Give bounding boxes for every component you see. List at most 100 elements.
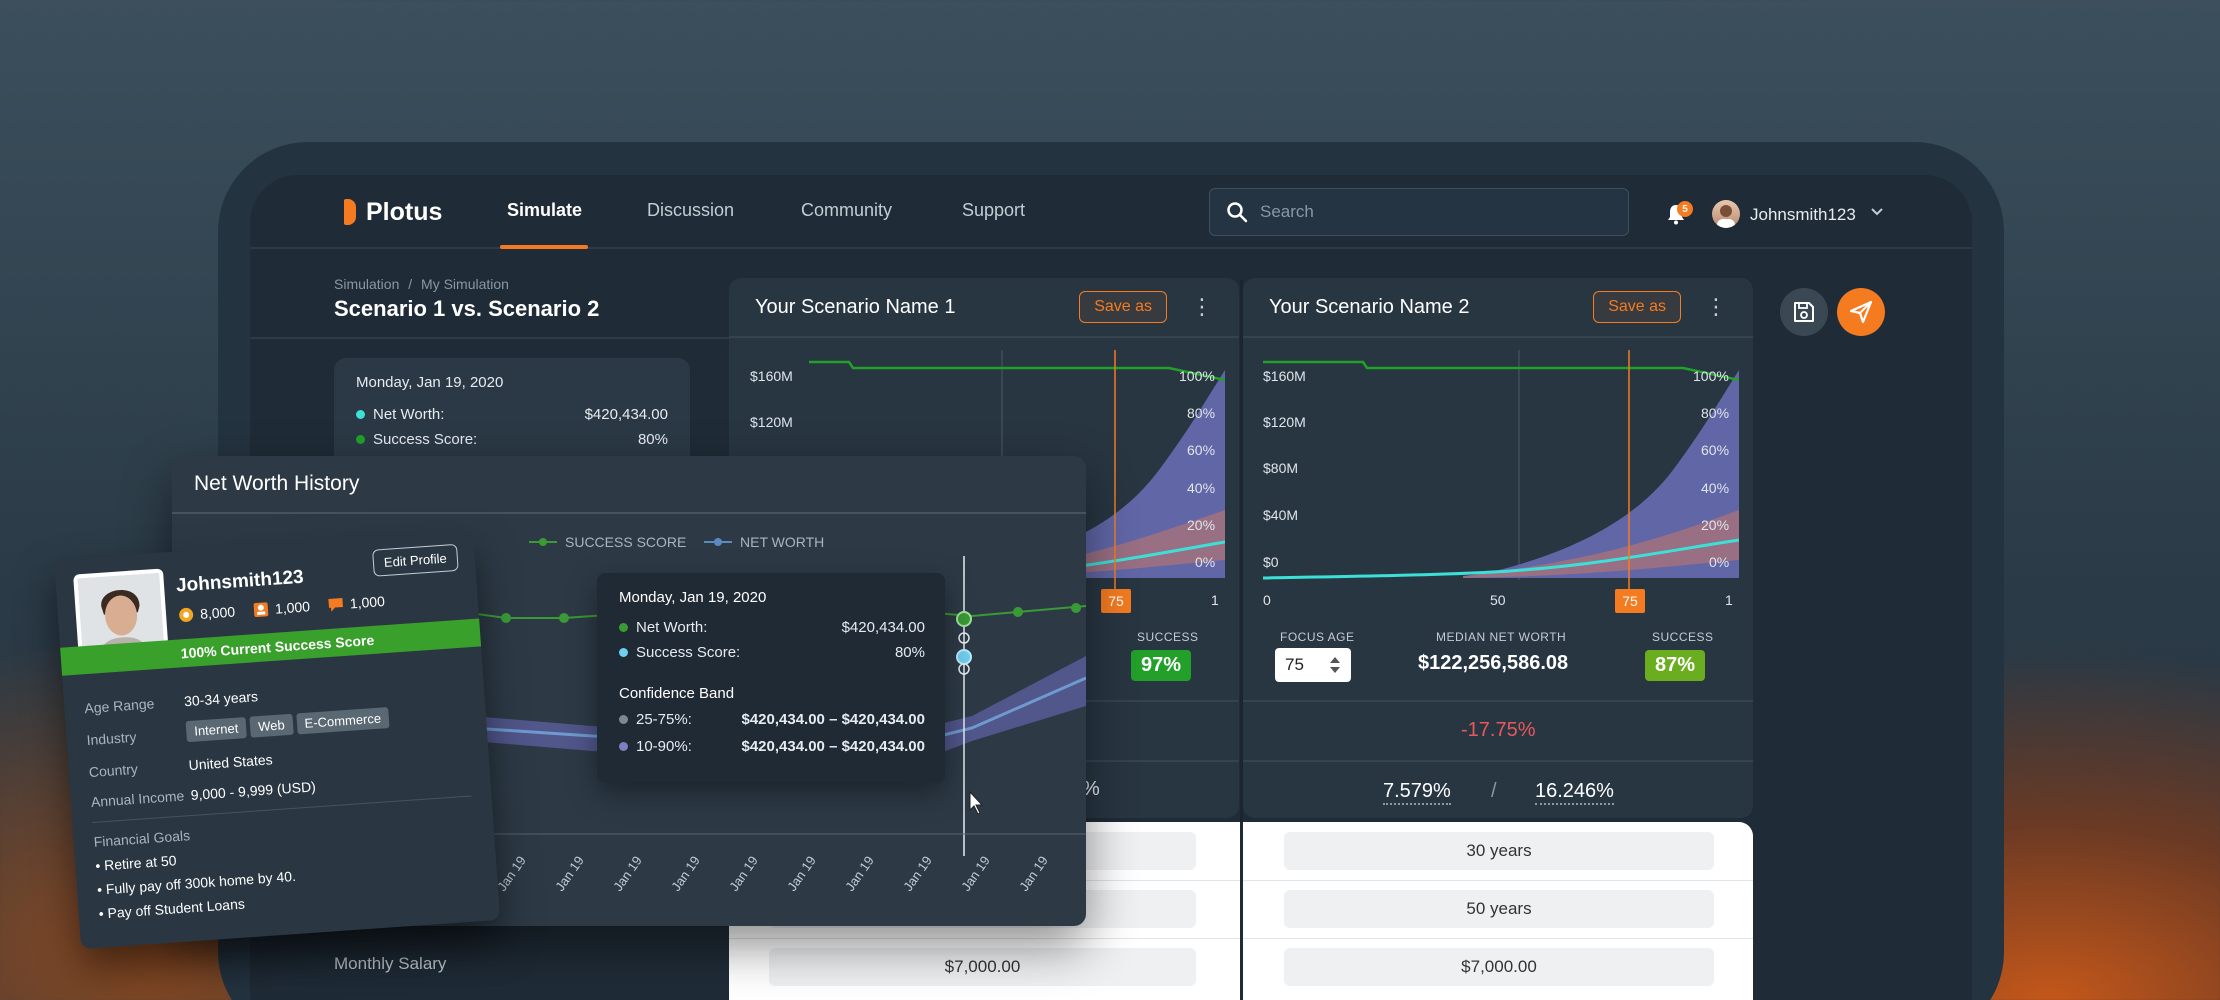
net-worth-line [1263, 538, 1739, 580]
data-point[interactable] [1071, 603, 1081, 613]
nav-discussion[interactable]: Discussion [647, 200, 735, 220]
nav-active-indicator [500, 245, 588, 249]
hover-point-net-worth[interactable] [956, 649, 972, 665]
scenario-2-save-as-button[interactable]: Save as [1593, 291, 1681, 323]
x-tick-label: Jan 19 [958, 853, 993, 894]
goal-item: • Fully pay off 300k home by 40. [96, 867, 297, 898]
scenario-2-cell[interactable]: 50 years [1284, 890, 1714, 928]
industry-tag[interactable]: Internet [185, 717, 247, 743]
tooltip-band-25-75: 25-75%: $420,434.00 – $420,434.00 [619, 711, 925, 728]
tooltip-label: 10-90%: [636, 738, 692, 755]
breadcrumb-root[interactable]: Simulation [334, 276, 400, 292]
scenario-2-cell[interactable]: 30 years [1284, 832, 1714, 870]
divider [172, 512, 1086, 514]
tooltip-band-10-90: 10-90%: $420,434.00 – $420,434.00 [619, 738, 925, 755]
scenario-1-title: Your Scenario Name 1 [755, 295, 956, 318]
industry-label: Industry [86, 728, 137, 749]
x-tick-label: Jan 19 [900, 853, 935, 894]
scenario-divider [1240, 280, 1243, 1000]
kebab-menu-icon[interactable]: ⋮ [1191, 294, 1213, 319]
data-point[interactable] [559, 613, 569, 623]
nav-community[interactable]: Community [801, 200, 893, 220]
scenario-2-chart [1263, 350, 1739, 590]
nav-support[interactable]: Support [962, 200, 1026, 220]
hover-point-success[interactable] [956, 611, 972, 627]
hover-point[interactable] [958, 632, 970, 644]
hover-point[interactable] [958, 663, 970, 675]
edit-profile-button[interactable]: Edit Profile [372, 543, 459, 577]
goal-item: • Retire at 50 [94, 852, 177, 874]
legend-success-score[interactable]: SUCCESS SCORE [529, 534, 686, 550]
page-title: Scenario 1 vs. Scenario 2 [334, 296, 600, 321]
kebab-menu-icon[interactable]: ⋮ [1705, 294, 1727, 319]
scenario-1-cell[interactable]: $7,000.00 [769, 948, 1196, 986]
tooltip-label: Success Score: [636, 644, 741, 661]
stat-comments: 1,000 [349, 593, 386, 612]
chevron-down-icon[interactable] [1870, 204, 1884, 220]
user-badge-icon [253, 602, 269, 618]
success-label: SUCCESS [1137, 630, 1199, 644]
x-axis-label: 0 [1263, 592, 1271, 608]
legend-net-worth[interactable]: NET WORTH [704, 534, 824, 550]
floppy-disk-icon [1794, 302, 1814, 322]
user-menu-name[interactable]: Johnsmith123 [1750, 205, 1856, 224]
row-label-monthly-salary: Monthly Salary [334, 954, 447, 973]
x-tick-label: Jan 19 [552, 853, 587, 894]
scenario-1-save-as-button[interactable]: Save as [1079, 291, 1167, 323]
focus-age-marker[interactable]: 75 [1615, 589, 1645, 613]
chart-tooltip: Monday, Jan 19, 2020 Net Worth: $420,434… [597, 573, 945, 783]
x-axis-ticks: Jan 19 Jan 19 Jan 19 Jan 19 Jan 19 Jan 1… [492, 853, 1086, 916]
industry-tag[interactable]: E-Commerce [295, 707, 390, 735]
legend-line-green [529, 538, 557, 546]
y-axis-right-label: 60% [1187, 442, 1216, 458]
age-range-label: Age Range [83, 695, 155, 717]
save-icon-button[interactable] [1780, 288, 1828, 336]
share-send-button[interactable] [1837, 288, 1885, 336]
industry-tag[interactable]: Web [249, 713, 294, 738]
search-box[interactable] [1209, 188, 1629, 236]
notification-badge: 5 [1677, 201, 1693, 217]
x-axis-label: 1 [1211, 592, 1219, 608]
user-avatar[interactable] [1712, 200, 1740, 228]
y-axis-label: $160M [1263, 368, 1306, 384]
summary-date: Monday, Jan 19, 2020 [356, 374, 504, 391]
x-tick-label: Jan 19 [494, 853, 529, 894]
y-axis-right-label: 80% [1187, 405, 1216, 421]
profile-card: Johnsmith123 Edit Profile 8,000 1,000 1,… [54, 530, 501, 950]
legend-line-blue [704, 538, 732, 546]
tooltip-value: $420,434.00 [841, 619, 925, 636]
scenario-2-cell[interactable]: $7,000.00 [1284, 948, 1714, 986]
tooltip-label: 25-75%: [636, 711, 692, 728]
y-axis-right-label: 60% [1701, 442, 1730, 458]
summary-success: Success Score: 80% [356, 431, 668, 448]
y-axis-right-label: 20% [1701, 517, 1730, 533]
success-label: Success Score: [373, 431, 478, 448]
country-label: Country [88, 760, 139, 781]
app-logo[interactable]: Plotus [344, 196, 442, 228]
focus-age-label: FOCUS AGE [1280, 630, 1355, 644]
net-worth-history-title: Net Worth History [194, 472, 360, 495]
median-net-worth-label: MEDIAN NET WORTH [1436, 630, 1567, 644]
divider [1243, 700, 1753, 702]
rate-separator: / [1491, 780, 1497, 802]
y-axis-right-label: 40% [1187, 480, 1216, 496]
nav-simulate[interactable]: Simulate [507, 200, 583, 220]
y-axis-right-label: 0% [1195, 554, 1216, 570]
summary-net-worth: Net Worth: $420,434.00 [356, 406, 668, 423]
stepper-arrows-icon[interactable] [1329, 655, 1341, 675]
y-axis-right-label: 100% [1179, 368, 1215, 384]
breadcrumb-current[interactable]: My Simulation [421, 276, 509, 292]
focus-age-stepper[interactable]: 75 [1275, 648, 1351, 682]
net-worth-label: Net Worth: [373, 406, 445, 423]
x-axis-label: 1 [1725, 592, 1733, 608]
breadcrumb-separator: / [408, 276, 413, 292]
y-axis-right-label: 100% [1693, 368, 1729, 384]
data-point[interactable] [501, 613, 511, 623]
profile-name: Johnsmith123 [175, 566, 305, 597]
success-badge: 87% [1645, 650, 1706, 681]
focus-age-marker[interactable]: 75 [1101, 589, 1131, 613]
industry-tags: Internet Web E-Commerce [185, 707, 390, 743]
search-input[interactable] [1260, 202, 1600, 222]
data-point[interactable] [1013, 607, 1023, 617]
delta-value: -17.75% [1461, 719, 1536, 741]
